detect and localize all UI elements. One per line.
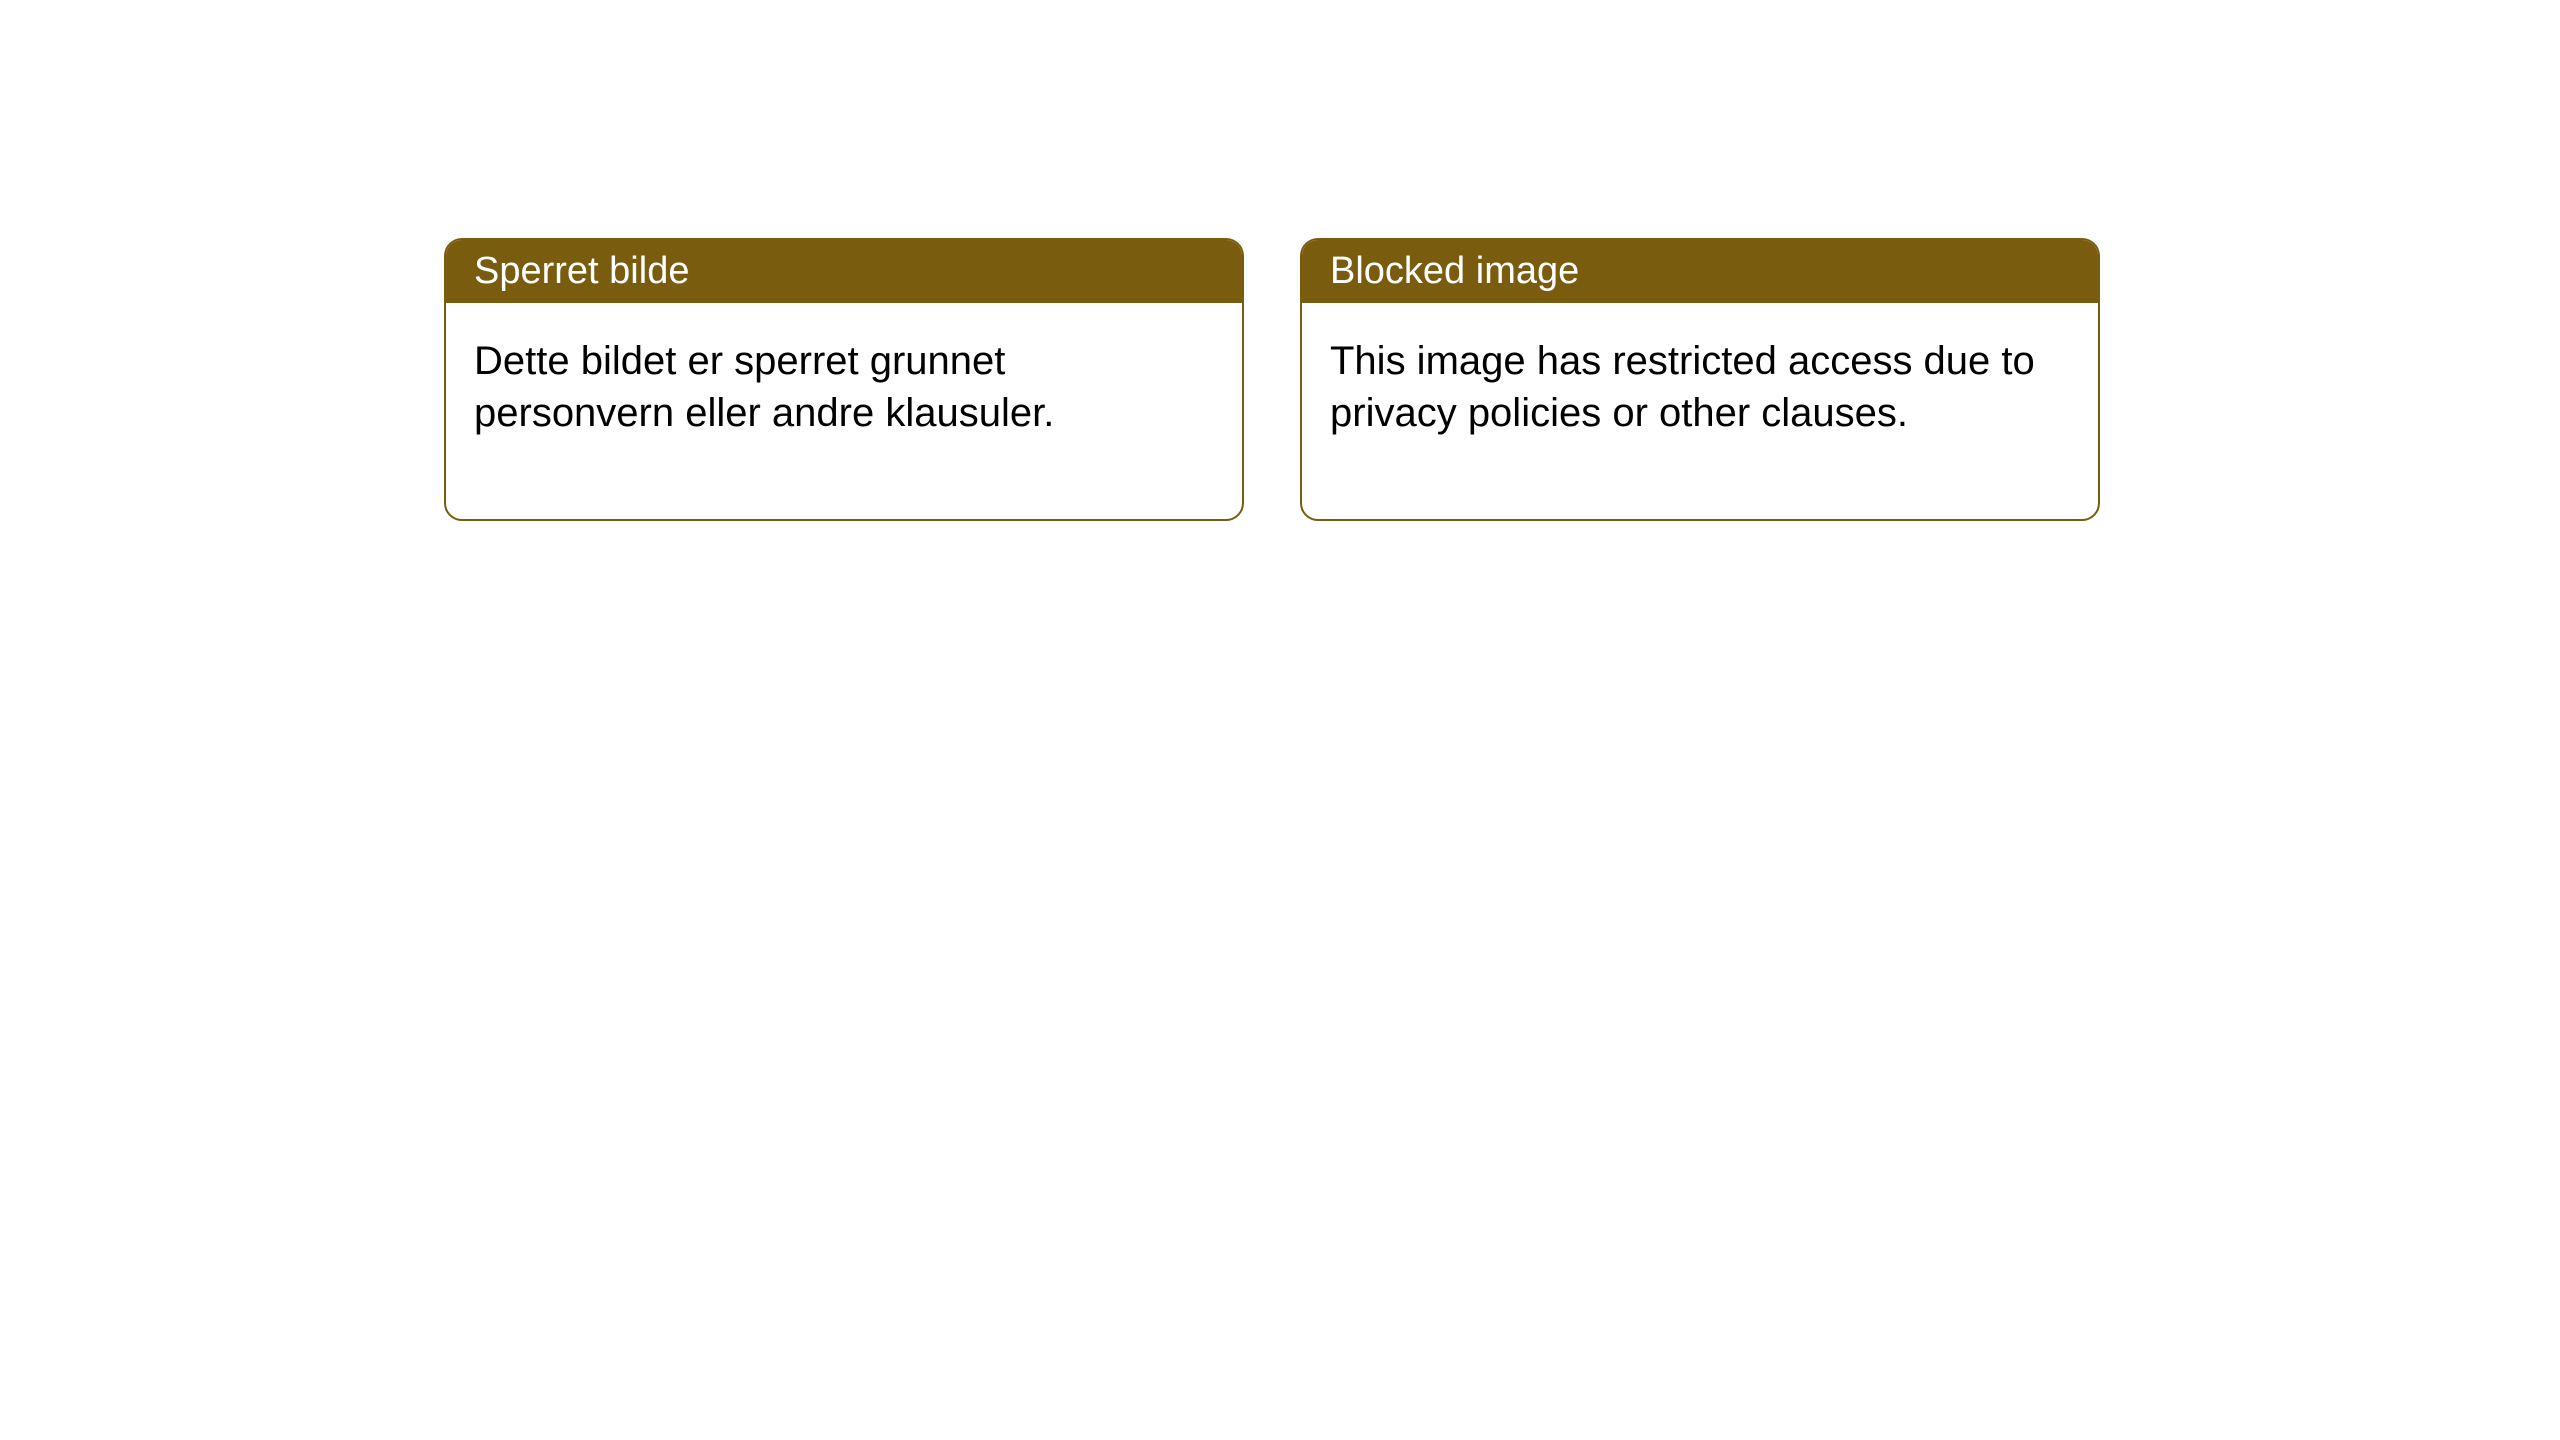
notice-body-english: This image has restricted access due to … — [1302, 303, 2098, 519]
notice-body-norwegian: Dette bildet er sperret grunnet personve… — [446, 303, 1242, 519]
notice-header-english: Blocked image — [1302, 240, 2098, 303]
notice-container: Sperret bilde Dette bildet er sperret gr… — [444, 238, 2100, 521]
notice-header-norwegian: Sperret bilde — [446, 240, 1242, 303]
notice-box-norwegian: Sperret bilde Dette bildet er sperret gr… — [444, 238, 1244, 521]
notice-box-english: Blocked image This image has restricted … — [1300, 238, 2100, 521]
